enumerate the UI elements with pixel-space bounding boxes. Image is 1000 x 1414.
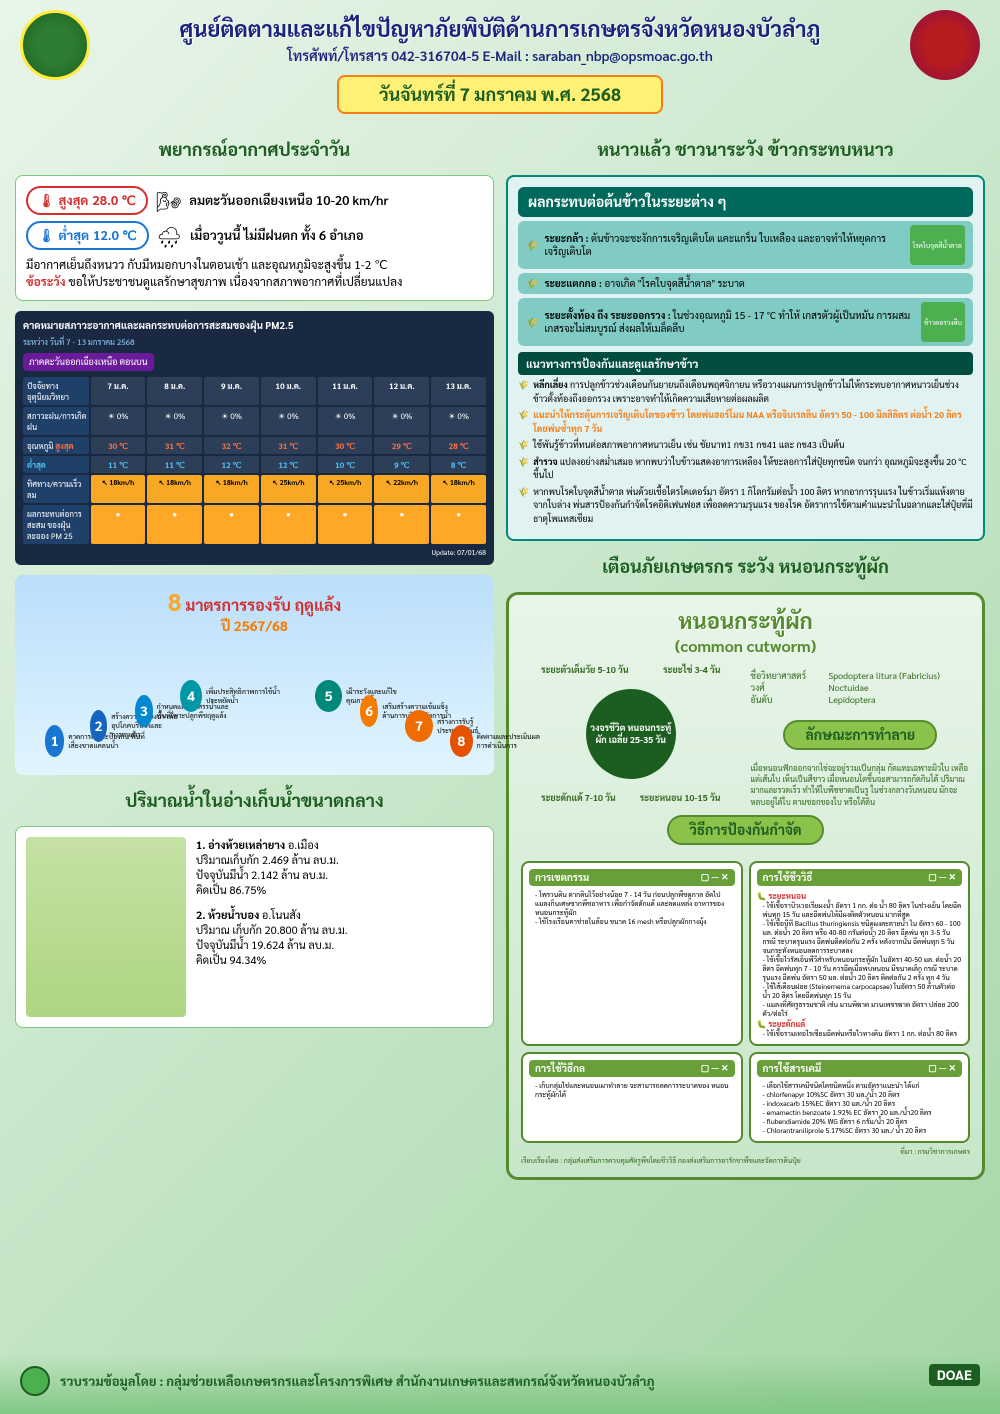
- worm-damage-text: เมื่อหนอนฟักออกจากไข่จะอยู่รวมเป็นกลุ่ม …: [751, 762, 971, 807]
- rice-tip: 🌾 แนะนำให้กระตุ้นการเจริญเติบโตของข้าว โ…: [518, 409, 973, 436]
- footer: รวบรวมข้อมูลโดย : กลุ่มช่วยเหลือเกษตรกรแ…: [0, 1358, 1000, 1404]
- worm-sci-row: อันดับLepidoptera: [751, 694, 971, 706]
- worm-credit: ที่มา : กรมวิชาการเกษตร: [521, 1147, 970, 1156]
- worm-sci-row: ชื่อวิทยาศาสตร์Spodoptera litura (Fabric…: [751, 670, 971, 682]
- rice-hdr: ผลกระทบต่อต้นข้าวในระยะต่าง ๆ: [518, 187, 973, 217]
- worm-damage-hdr: ลักษณะการทำลาย: [783, 720, 937, 750]
- header-contact: โทรศัพท์/โทรสาร 042-316704-5 E-Mail : sa…: [20, 47, 980, 65]
- worm-stage: ระยะไข่ 3-4 วัน: [663, 664, 720, 676]
- rice-box: ผลกระทบต่อต้นข้าวในระยะต่าง ๆ 🌾 ระยะกล้า…: [506, 175, 985, 541]
- logo-right: [910, 10, 980, 80]
- wind-icon: 🌬: [156, 188, 181, 214]
- drought-year: ปี 2567/68: [25, 617, 484, 635]
- header-title: ศูนย์ติดตามและแก้ไขปัญหาภัยพิบัติด้านการ…: [20, 15, 980, 43]
- forecast-hdr: คาดหมายสภาวะอากาศและผลกระทบต่อการสะสมของ…: [23, 319, 486, 332]
- worm-sub: (common cutworm): [521, 635, 970, 656]
- rice-tip: 🌾 หากพบโรคใบจุดสีน้ำตาล พ่นด้วยเชื้อไตรโ…: [518, 486, 973, 527]
- rice-guide-hdr: แนวทางการป้องกันและดูแลรักษาข้าว: [518, 352, 973, 375]
- worm-cycle: วงจรชีวิต หนอนกระทู้ผัก เฉลี่ย 25-35 วัน…: [521, 664, 741, 804]
- reservoir-box: 1. อ่างห้วยเหล่ายาง อ.เมืองปริมาณเก็บกัก…: [15, 826, 494, 1028]
- worm-stage: ระยะหนอน 10-15 วัน: [640, 792, 721, 804]
- worm-stage: ระยะดักแด้ 7-10 วัน: [541, 792, 616, 804]
- control-method: การใช้วิธีกล▢ — ✕เก็บกลุ่มไข่และหนอนเผาท…: [521, 1052, 743, 1143]
- weather-note: มีอากาศเย็นถึงหนวว กับมีหมอกบางในตอนเช้า…: [26, 256, 483, 290]
- footer-icon: [20, 1366, 50, 1396]
- left-column: พยากรณ์อากาศประจำวัน 🌡สูงสุด 28.0 ℃ 🌬 ลม…: [15, 134, 494, 1180]
- drought-num: 8: [168, 585, 182, 617]
- rice-stage: 🌾 ระยะกล้า : ต้นข้าวจะชะงักการเจริญเติบโ…: [518, 221, 973, 269]
- forecast-region: ภาคตะวันออกเฉียงเหนือ ตอนบน: [23, 353, 154, 371]
- control-method: การเขตกรรม▢ — ✕โพรวนดิน ตากดินไว้อย่างน้…: [521, 861, 743, 1046]
- rice-tip: 🌾 ใช้พันรู้ข้าวที่ทนต่อสภาพอากาศหนาวเย็น…: [518, 439, 973, 453]
- rain-icon: 🌧: [157, 223, 182, 249]
- right-col: หนาวแล้ว ชาวนาระวัง ข้าวกระทบหนาว ผลกระท…: [506, 134, 985, 1180]
- header: ศูนย์ติดตามและแก้ไขปัญหาภัยพิบัติด้านการ…: [0, 0, 1000, 124]
- worm-box: หนอนกระทู้ผัก (common cutworm) วงจรชีวิต…: [506, 592, 985, 1180]
- drought-box: 8 มาตรการรองรับ ฤดูแล้ง ปี 2567/68 1คาดก…: [15, 575, 494, 775]
- weather-section-title: พยากรณ์อากาศประจำวัน: [15, 138, 494, 161]
- wind-text: ลมตะวันออกเฉียงเหนือ 10-20 km/hr: [189, 192, 388, 209]
- footer-text: รวบรวมข้อมูลโดย : กลุ่มช่วยเหลือเกษตรกรแ…: [60, 1373, 655, 1390]
- worm-cycle-center: วงจรชีวิต หนอนกระทู้ผัก เฉลี่ย 25-35 วัน: [586, 689, 676, 779]
- rain-text: เมื่อววูนนี้ ไม่มีฝนตก ทั้ง 6 อำเภอ: [190, 227, 364, 244]
- forecast-table: คาดหมายสภาวะอากาศและผลกระทบต่อการสะสมของ…: [15, 311, 494, 565]
- control-method: การใช้ชีววิธี▢ — ✕🐛 ระยะหนอนใช้เชื้อราบิ…: [749, 861, 971, 1046]
- forecast-range: ระหว่าง วันที่ 7 - 13 มกราคม 2568: [23, 336, 486, 347]
- worm-section-title: เตือนภัยเกษตรกร ระวัง หนอนกระทู้ผัก: [506, 555, 985, 578]
- logo-left: [20, 10, 90, 80]
- worm-stage: ระยะตัวเต็มวัย 5-10 วัน: [541, 664, 629, 676]
- reservoir-map: [26, 837, 186, 1017]
- rice-tip: 🌾 สำรวจ แปลงอย่างสม่ำเสมอ หากพบว่าใบข้าว…: [518, 456, 973, 483]
- weather-box: 🌡สูงสุด 28.0 ℃ 🌬 ลมตะวันออกเฉียงเหนือ 10…: [15, 175, 494, 301]
- rice-section-title: หนาวแล้ว ชาวนาระวัง ข้าวกระทบหนาว: [506, 138, 985, 161]
- reservoir-section-title: ปริมาณน้ำในอ่างเก็บน้ำขนาดกลาง: [15, 789, 494, 812]
- control-method: การใช้สารเคมี▢ — ✕เลือกใช้สารเคมีชนิดใดช…: [749, 1052, 971, 1143]
- rice-tip: 🌾 หลีกเลี่ยง การปลูกข้าวช่วงเดือนกันยายน…: [518, 379, 973, 406]
- temp-lo-badge: 🌡ต่ำสุด 12.0 ℃: [26, 221, 149, 250]
- date-badge: วันจันทร์ที่ 7 มกราคม พ.ศ. 2568: [337, 75, 663, 114]
- drought-title: มาตรการรองรับ ฤดูแล้ง: [185, 594, 341, 615]
- worm-title: หนอนกระทู้ผัก: [521, 607, 970, 635]
- worm-sci-row: วงศ์Noctuidae: [751, 682, 971, 694]
- temp-hi-badge: 🌡สูงสุด 28.0 ℃: [26, 186, 148, 215]
- forecast-update: Update: 07/01/68: [23, 548, 486, 557]
- rice-stage: 🌾 ระยะแตกกอ : อาจเกิด "โรคใบจุดสีน้ำตาล"…: [518, 273, 973, 294]
- worm-prevent-hdr: วิธีการป้องกันกำจัด: [667, 815, 823, 845]
- rice-stage: 🌾 ระยะตั้งท้อง ถึง ระยะออกรวง : ในช่วงอุ…: [518, 298, 973, 346]
- worm-compiled: เรียบเรียงโดย : กลุ่มส่งเสริมการควบคุมศั…: [521, 1156, 970, 1165]
